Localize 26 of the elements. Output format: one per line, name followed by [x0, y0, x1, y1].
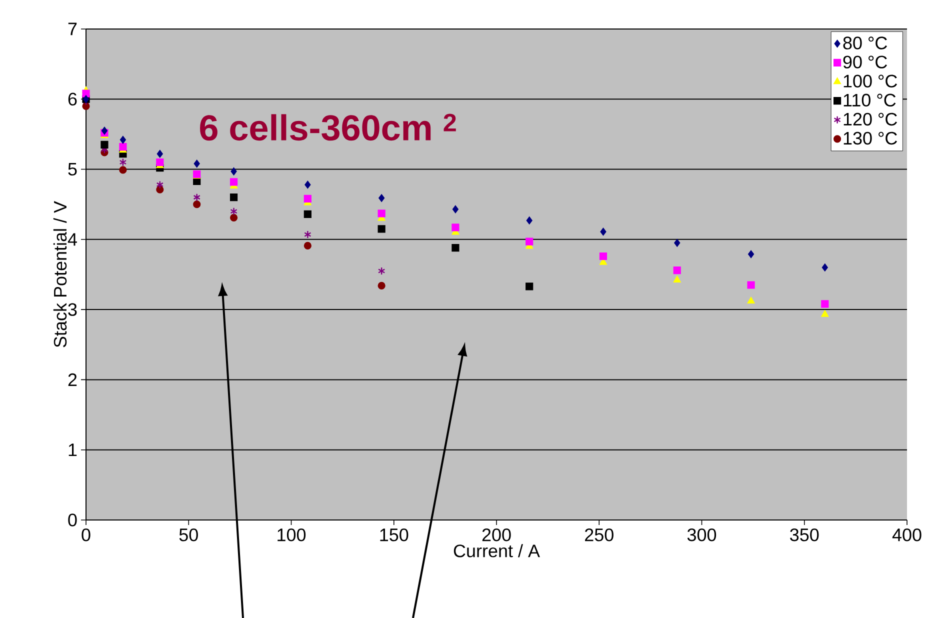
x-tick-label: 200 [482, 528, 511, 542]
y-tick-label: 0 [68, 514, 77, 526]
legend-label: 110 °C [844, 94, 896, 107]
y-tick-label: 3 [68, 303, 77, 316]
legend-label: 90 °C [843, 56, 887, 68]
y-axis-title: Stack Potential / V [53, 201, 67, 348]
x-tick-label: 100 [278, 528, 306, 542]
y-tick-label: 1 [68, 444, 77, 456]
y-tick-label: 6 [68, 92, 77, 106]
legend-label: 120 °C [844, 112, 898, 126]
legend-label: 80 °C [843, 36, 887, 50]
y-tick-label: 2 [68, 373, 77, 386]
x-tick-label: 300 [687, 528, 716, 542]
legend-label: 130 °C [844, 132, 898, 145]
x-tick-label: 50 [179, 528, 198, 542]
x-tick-label: 0 [82, 528, 90, 542]
y-tick-label: 4 [68, 233, 77, 246]
x-axis-title: Current / A [454, 544, 540, 558]
x-tick-label: 150 [380, 528, 408, 542]
x-tick-label: 350 [790, 528, 819, 542]
y-tick-label: 5 [68, 162, 77, 176]
legend-label: 100 °C [844, 74, 898, 88]
x-tick-label: 250 [585, 528, 614, 542]
text: 6 cells-360cm $^{2}$ [200, 114, 456, 141]
x-tick-label: 400 [892, 528, 922, 542]
y-tick-label: 7 [68, 22, 77, 36]
